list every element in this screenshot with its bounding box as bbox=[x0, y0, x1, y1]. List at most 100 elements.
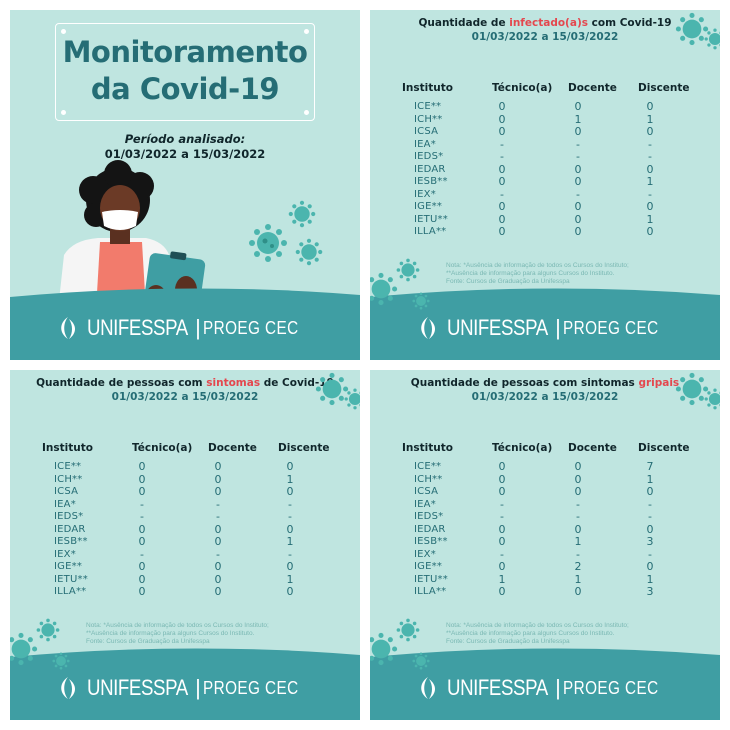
value-cell: 1 bbox=[646, 212, 654, 226]
column-header: Discente bbox=[278, 442, 330, 454]
note-line: **Ausência de informação para alguns Cur… bbox=[446, 270, 615, 278]
value-cell: 0 bbox=[138, 485, 146, 498]
table-row: IETU** 0 0 1 bbox=[370, 212, 720, 227]
value-cell: 0 bbox=[574, 460, 582, 473]
institute-cell: IGE** bbox=[54, 561, 83, 572]
table-row: IEA* - - - bbox=[10, 497, 360, 512]
virus-icon bbox=[288, 200, 316, 228]
value-cell: 0 bbox=[498, 175, 506, 188]
institute-cell: IEDAR bbox=[414, 523, 446, 535]
table-row: IEX* - - - bbox=[10, 547, 360, 562]
column-header: Docente bbox=[568, 82, 617, 94]
table-row: IESB** 0 0 1 bbox=[10, 536, 360, 549]
value-cell: 0 bbox=[646, 225, 654, 238]
value-cell: 0 bbox=[646, 522, 654, 536]
institute-cell: ICSA bbox=[414, 486, 439, 497]
value-cell: 0 bbox=[498, 522, 506, 536]
value-cell: - bbox=[576, 497, 580, 511]
value-cell: - bbox=[576, 510, 580, 523]
value-cell: 0 bbox=[646, 560, 654, 573]
value-cell: 1 bbox=[646, 112, 654, 126]
footer bbox=[10, 285, 360, 360]
institute-cell: ICH** bbox=[54, 473, 83, 485]
virus-icon bbox=[675, 372, 709, 406]
table-row: IEDS* - - - bbox=[10, 511, 360, 524]
institute-cell: ICE** bbox=[414, 461, 442, 472]
value-cell: - bbox=[288, 497, 292, 511]
table-row: ILLA** 0 0 0 bbox=[10, 586, 360, 599]
period-value: 01/03/2022 a 15/03/2022 bbox=[104, 147, 266, 161]
value-cell: 0 bbox=[498, 535, 506, 548]
virus-icon bbox=[704, 28, 720, 50]
value-cell: 0 bbox=[574, 212, 582, 226]
value-cell: 0 bbox=[498, 200, 506, 213]
period-label: Período analisado: bbox=[124, 132, 246, 146]
value-cell: 0 bbox=[574, 472, 582, 486]
value-cell: 0 bbox=[286, 485, 294, 498]
virus-icon bbox=[412, 652, 430, 670]
unifesspa-logo-icon bbox=[60, 677, 75, 699]
value-cell: - bbox=[288, 547, 292, 561]
value-cell: 0 bbox=[286, 585, 294, 598]
value-cell: - bbox=[216, 510, 220, 523]
table-row: ILLA** 0 0 0 bbox=[370, 226, 720, 239]
institute-cell: IGE** bbox=[414, 201, 443, 212]
virus-icon bbox=[675, 12, 709, 46]
institute-cell: IESB** bbox=[414, 536, 448, 547]
value-cell: 0 bbox=[498, 225, 506, 238]
table-row: IETU** 0 0 1 bbox=[10, 572, 360, 587]
value-cell: 0 bbox=[138, 535, 146, 548]
value-cell: 0 bbox=[574, 585, 582, 598]
institute-cell: IESB** bbox=[414, 176, 448, 187]
value-cell: - bbox=[216, 497, 220, 511]
table-row: ICH** 0 0 1 bbox=[10, 472, 360, 487]
value-cell: 0 bbox=[138, 472, 146, 486]
symptoms-panel: Quantidade de pessoas com sintomas de Co… bbox=[10, 370, 360, 720]
value-cell: 1 bbox=[286, 472, 294, 486]
column-header: Técnico(a) bbox=[132, 442, 193, 454]
institute-cell: IEA* bbox=[54, 498, 76, 510]
institute-cell: IEDAR bbox=[414, 163, 446, 175]
column-header: Instituto bbox=[402, 82, 453, 94]
value-cell: 0 bbox=[214, 472, 222, 486]
institute-cell: IETU** bbox=[414, 573, 448, 585]
table-row: IEA* - - - bbox=[370, 497, 720, 512]
note-line: Fonte: Cursos de Graduação da Unifesspa bbox=[446, 278, 570, 286]
institute-cell: IEA* bbox=[414, 498, 436, 510]
value-cell: 1 bbox=[498, 572, 506, 586]
value-cell: - bbox=[576, 187, 580, 201]
table-title: Quantidade de infectado(a)s com Covid-19 bbox=[418, 17, 672, 29]
value-cell: 0 bbox=[574, 125, 582, 138]
value-cell: - bbox=[500, 150, 504, 163]
value-cell: 0 bbox=[138, 572, 146, 586]
table-row: IESB** 0 1 3 bbox=[370, 536, 720, 549]
value-cell: 0 bbox=[214, 535, 222, 548]
value-cell: 0 bbox=[498, 585, 506, 598]
note-line: Fonte: Cursos de Graduação da Unifesspa bbox=[446, 638, 570, 646]
footer bbox=[10, 645, 360, 720]
column-header: Discente bbox=[638, 442, 690, 454]
value-cell: 0 bbox=[574, 175, 582, 188]
value-cell: 0 bbox=[138, 585, 146, 598]
value-cell: 0 bbox=[498, 100, 506, 113]
institute-cell: ICH** bbox=[414, 113, 443, 125]
table-row: ICSA 0 0 0 bbox=[370, 486, 720, 499]
column-header: Docente bbox=[568, 442, 617, 454]
value-cell: 0 bbox=[498, 560, 506, 573]
table-title: Quantidade de pessoas com sintomas gripa… bbox=[410, 377, 680, 389]
virus-icon bbox=[396, 618, 420, 642]
institute-cell: IEDS* bbox=[414, 151, 444, 162]
virus-icon bbox=[370, 272, 398, 306]
value-cell: 0 bbox=[646, 162, 654, 176]
unifesspa-logo: UNIFESSPA | PROEG CEC bbox=[370, 670, 720, 706]
virus-icon bbox=[396, 258, 420, 282]
title-frame bbox=[55, 23, 315, 121]
value-cell: 0 bbox=[214, 572, 222, 586]
value-cell: 0 bbox=[138, 560, 146, 573]
table-row: IEDS* - - - bbox=[370, 151, 720, 164]
value-cell: 1 bbox=[646, 472, 654, 486]
unifesspa-logo-icon bbox=[60, 317, 75, 339]
value-cell: - bbox=[500, 187, 504, 201]
table-row: IEA* - - - bbox=[370, 138, 720, 152]
table-row: ICSA 0 0 0 bbox=[370, 126, 720, 139]
